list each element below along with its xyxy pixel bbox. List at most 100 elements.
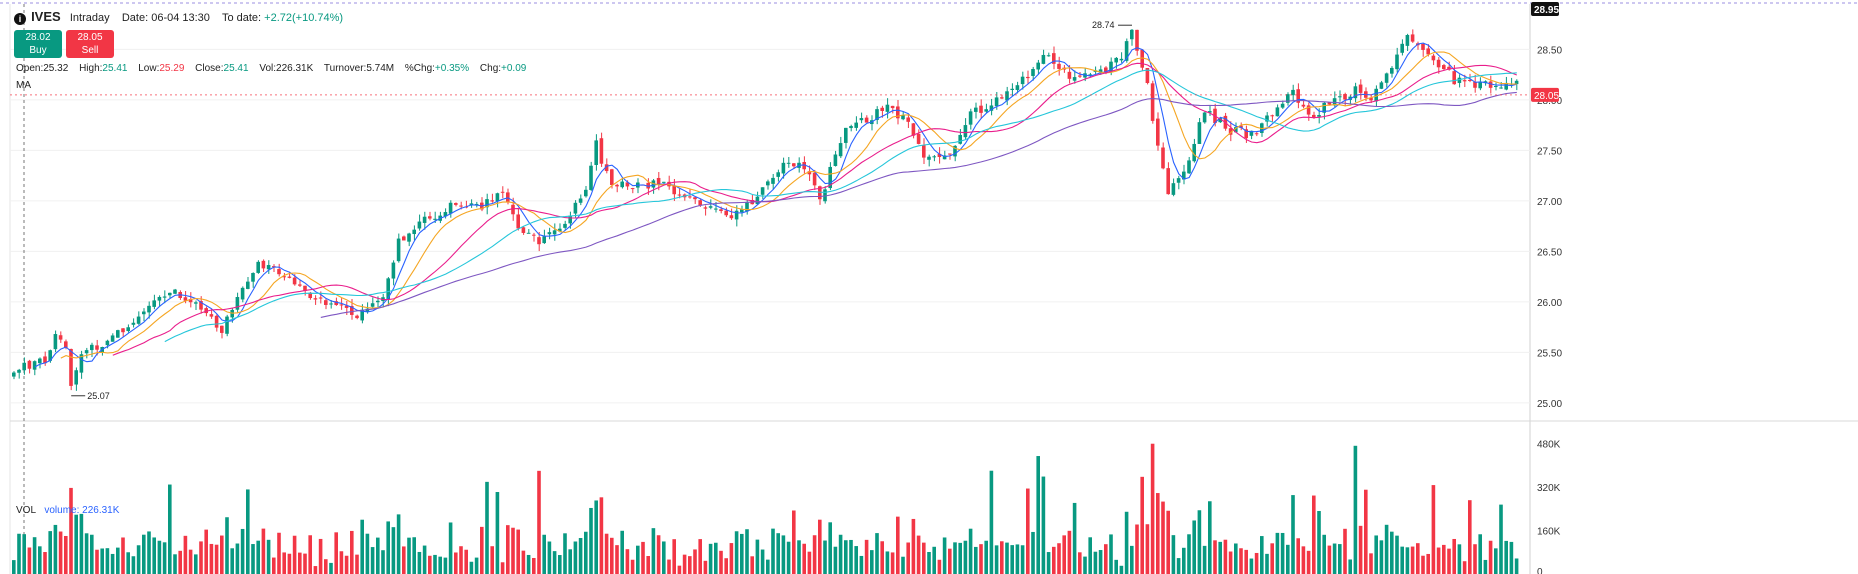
volume-bar xyxy=(1494,548,1498,574)
candle-body xyxy=(74,370,78,385)
volume-bar xyxy=(552,551,557,574)
volume-bar xyxy=(318,538,323,574)
volume-bar xyxy=(755,539,760,574)
volume-bar xyxy=(194,554,198,574)
volume-bar xyxy=(1192,520,1196,574)
volume-bar xyxy=(422,545,427,574)
volume-bar xyxy=(1067,530,1072,574)
volume-bar xyxy=(1124,511,1129,574)
volume-bar xyxy=(1244,549,1248,574)
volume-bar xyxy=(734,531,739,574)
volume-bar xyxy=(1291,495,1295,574)
candle-body xyxy=(64,341,68,348)
candle-body xyxy=(968,111,973,125)
volume-bar xyxy=(292,535,297,574)
candle-body xyxy=(17,369,21,373)
volume-bar xyxy=(1182,547,1186,574)
candle-body xyxy=(1348,96,1352,100)
volume-bar xyxy=(1260,536,1264,574)
candle-body xyxy=(1057,63,1061,69)
volume-bar xyxy=(27,547,32,574)
volume-bar xyxy=(272,557,276,574)
volume-bar xyxy=(199,541,203,574)
price-tick-label: 27.00 xyxy=(1537,197,1562,208)
volume-bar xyxy=(500,562,505,574)
volume-bar xyxy=(459,546,463,574)
volume-bar xyxy=(1384,524,1389,574)
volume-bar xyxy=(1442,544,1446,574)
volume-bar xyxy=(859,555,864,574)
max-price-label: 28.74 xyxy=(1092,20,1115,30)
volume-bar xyxy=(1254,552,1259,574)
volume-bar xyxy=(1026,488,1030,574)
sell-button[interactable]: 28.05 Sell xyxy=(66,30,114,58)
volume-bar xyxy=(261,528,266,574)
volume-bar xyxy=(157,540,162,574)
volume-legend-value: volume: 226.31K xyxy=(44,505,120,516)
ma-legend[interactable]: MA xyxy=(16,80,31,91)
candle-body xyxy=(911,123,916,136)
candle-body xyxy=(1031,69,1035,76)
info-icon[interactable]: i xyxy=(14,13,26,25)
candle-body xyxy=(1306,105,1311,115)
volume-bar xyxy=(1119,565,1124,574)
candle-body xyxy=(755,196,760,205)
volume-bar xyxy=(922,542,926,574)
volume-bar xyxy=(110,553,115,574)
candle-body xyxy=(376,300,380,303)
volume-bar xyxy=(308,535,312,574)
candle-body xyxy=(1140,49,1144,68)
volume-bar xyxy=(1161,501,1165,574)
candle-body xyxy=(526,232,531,234)
candle-body xyxy=(568,215,572,224)
volume-bar xyxy=(454,552,458,574)
volume-bar xyxy=(266,539,271,574)
volume-bar xyxy=(1436,547,1441,574)
candle-body xyxy=(516,214,520,229)
volume-bar xyxy=(994,545,999,574)
candle-body xyxy=(812,172,817,186)
candle-body xyxy=(1036,62,1040,70)
candle-body xyxy=(1005,91,1009,101)
candle-body xyxy=(485,199,489,208)
volume-bar xyxy=(136,545,141,574)
candle-body xyxy=(1504,82,1508,90)
candle-body xyxy=(48,350,52,361)
candle-body xyxy=(1249,130,1254,136)
candle-body xyxy=(1270,115,1274,117)
volume-bar xyxy=(1504,540,1508,574)
candle-body xyxy=(454,203,458,205)
candle-body xyxy=(719,209,723,212)
volume-bar xyxy=(43,552,47,574)
candle-body xyxy=(1275,107,1280,117)
volume-bar xyxy=(812,535,817,574)
candle-body xyxy=(994,97,999,107)
candle-body xyxy=(194,302,198,304)
candle-body xyxy=(1078,75,1082,77)
volume-bar xyxy=(433,554,437,574)
volume-bar xyxy=(1223,539,1228,574)
volume-bar xyxy=(542,534,546,574)
candle-body xyxy=(58,335,63,340)
price-tick-label: 27.50 xyxy=(1537,146,1562,157)
volume-bar xyxy=(1046,552,1051,574)
ma20-line xyxy=(112,62,1517,356)
buy-button[interactable]: 28.02 Buy xyxy=(14,30,62,58)
candle-body xyxy=(838,143,843,157)
candle-body xyxy=(714,208,718,210)
volume-bar xyxy=(823,540,827,574)
candle-body xyxy=(620,181,624,188)
candle-body xyxy=(1010,88,1014,90)
price-tick-label: 28.50 xyxy=(1537,45,1562,56)
volume-bar xyxy=(178,550,182,574)
volume-bar xyxy=(599,497,604,574)
candle-body xyxy=(844,127,848,143)
candle-body xyxy=(1280,103,1285,108)
volume-bar xyxy=(1145,524,1150,574)
sell-price: 28.05 xyxy=(77,32,103,43)
volume-bar xyxy=(287,553,292,574)
volume-bar xyxy=(740,533,744,574)
volume-bar xyxy=(1072,502,1077,574)
candle-body xyxy=(53,334,58,350)
